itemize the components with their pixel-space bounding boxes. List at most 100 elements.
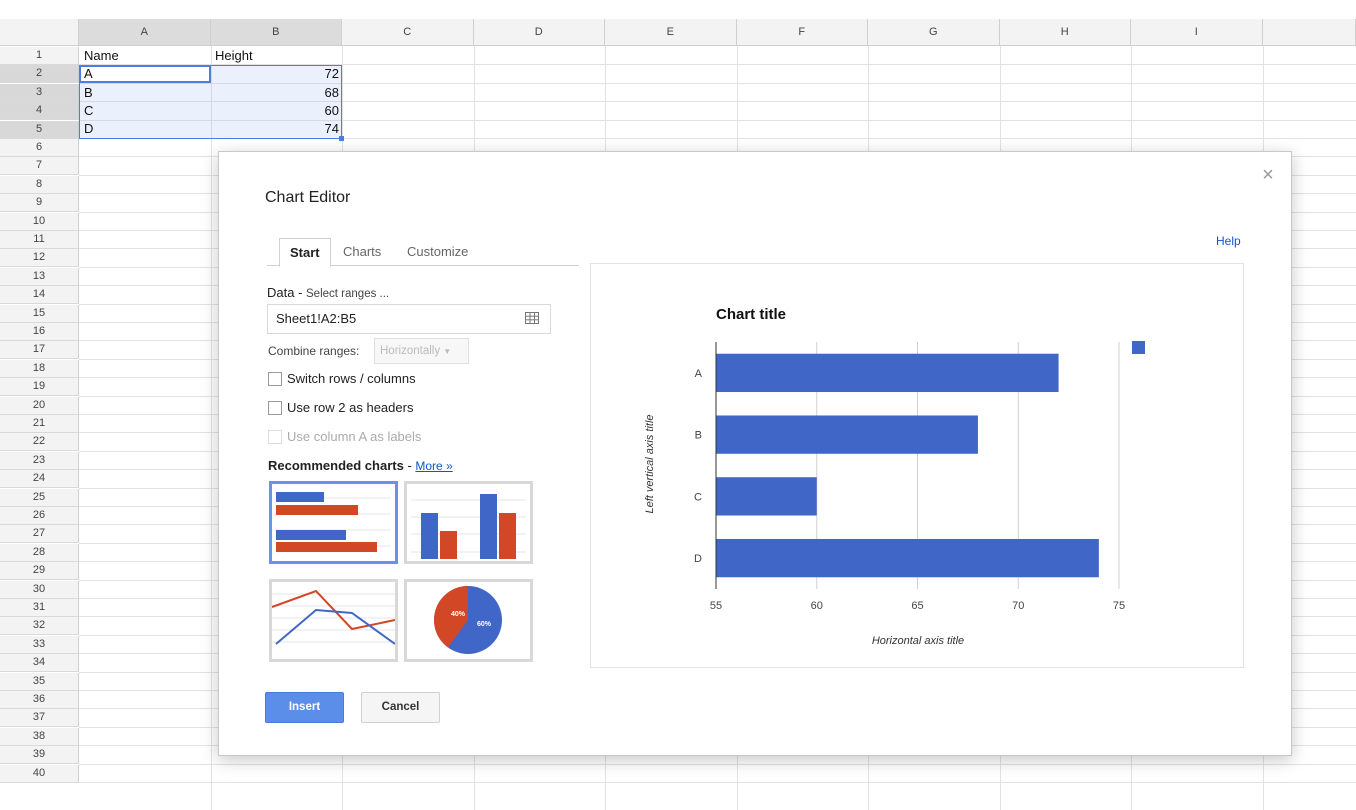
column-header-a[interactable]: A bbox=[79, 19, 211, 46]
use-column-labels-checkbox bbox=[268, 430, 282, 444]
cell-b4[interactable]: 60 bbox=[324, 103, 339, 118]
pie-thumb-label-60: 60% bbox=[477, 621, 492, 628]
cell-a4[interactable]: C bbox=[84, 103, 94, 118]
combine-ranges-label: Combine ranges: bbox=[268, 344, 360, 358]
row-header-32[interactable]: 32 bbox=[0, 617, 79, 636]
row-header-21[interactable]: 21 bbox=[0, 415, 79, 433]
row-header-1[interactable]: 1 bbox=[0, 47, 79, 65]
thumb-column-chart[interactable] bbox=[404, 481, 533, 564]
chart-y-axis-title[interactable]: Left vertical axis title bbox=[644, 414, 656, 513]
recommended-charts-label: Recommended charts bbox=[268, 458, 404, 473]
row-header-33[interactable]: 33 bbox=[0, 635, 79, 654]
combine-ranges-select[interactable]: Horizontally ▼ bbox=[374, 338, 469, 364]
data-range-value: Sheet1!A2:B5 bbox=[276, 311, 357, 326]
row-header-34[interactable]: 34 bbox=[0, 654, 79, 673]
row-header-11[interactable]: 11 bbox=[0, 231, 79, 249]
chart-title[interactable]: Chart title bbox=[716, 306, 786, 323]
row-header-7[interactable]: 7 bbox=[0, 157, 79, 176]
chart-x-axis-title[interactable]: Horizontal axis title bbox=[872, 635, 964, 647]
cell-b5[interactable]: 74 bbox=[324, 121, 339, 136]
row-header-27[interactable]: 27 bbox=[0, 525, 79, 544]
select-all-corner[interactable] bbox=[0, 19, 79, 46]
bar-chart-thumb-icon bbox=[276, 492, 391, 552]
more-charts-link[interactable]: More » bbox=[415, 459, 453, 473]
data-range-input[interactable]: Sheet1!A2:B5 bbox=[267, 304, 551, 334]
row-header-39[interactable]: 39 bbox=[0, 746, 79, 765]
thumb-line-chart[interactable] bbox=[269, 579, 398, 662]
column-header-e[interactable]: E bbox=[605, 19, 737, 46]
row-header-5[interactable]: 5 bbox=[0, 120, 79, 139]
fill-handle[interactable] bbox=[339, 136, 344, 141]
close-icon[interactable]: × bbox=[1262, 164, 1274, 186]
cell-a3[interactable]: B bbox=[84, 85, 93, 100]
row-header-38[interactable]: 38 bbox=[0, 727, 79, 746]
row-header-13[interactable]: 13 bbox=[0, 267, 79, 286]
column-header-b[interactable]: B bbox=[210, 19, 342, 46]
row-header-36[interactable]: 36 bbox=[0, 691, 79, 709]
tab-charts[interactable]: Charts bbox=[343, 244, 382, 259]
column-header-h[interactable]: H bbox=[999, 19, 1131, 46]
row-header-23[interactable]: 23 bbox=[0, 451, 79, 470]
row-header-40[interactable]: 40 bbox=[0, 764, 79, 783]
thumb-bar-chart[interactable] bbox=[269, 481, 398, 564]
chart-bar-c[interactable] bbox=[716, 477, 817, 516]
active-cell[interactable] bbox=[79, 65, 211, 83]
cell-b1[interactable]: Height bbox=[215, 48, 253, 63]
row-header-28[interactable]: 28 bbox=[0, 543, 79, 562]
use-row-headers-checkbox[interactable] bbox=[268, 401, 282, 415]
row-header-3[interactable]: 3 bbox=[0, 83, 79, 102]
row-header-25[interactable]: 25 bbox=[0, 488, 79, 507]
row-header-26[interactable]: 26 bbox=[0, 507, 79, 525]
row-header-18[interactable]: 18 bbox=[0, 359, 79, 378]
chart-bar-b[interactable] bbox=[716, 415, 978, 454]
cell-b2[interactable]: 72 bbox=[324, 66, 339, 81]
chart-bar-d[interactable] bbox=[716, 538, 1099, 578]
insert-button[interactable]: Insert bbox=[265, 692, 344, 723]
chart-category-label: C bbox=[694, 491, 702, 503]
row-header-22[interactable]: 22 bbox=[0, 433, 79, 452]
recommended-charts-heading: Recommended charts - More » bbox=[268, 458, 453, 473]
cell-a5[interactable]: D bbox=[84, 121, 94, 136]
row-header-20[interactable]: 20 bbox=[0, 396, 79, 415]
row-header-37[interactable]: 37 bbox=[0, 709, 79, 728]
row-header-4[interactable]: 4 bbox=[0, 102, 79, 121]
column-header-d[interactable]: D bbox=[473, 19, 605, 46]
chart-category-label: B bbox=[695, 430, 702, 442]
row-header-10[interactable]: 10 bbox=[0, 212, 79, 231]
switch-rows-columns-checkbox[interactable] bbox=[268, 372, 282, 386]
cell-a1[interactable]: Name bbox=[84, 48, 119, 63]
data-label: Data - Select ranges ... bbox=[267, 285, 389, 300]
tab-customize[interactable]: Customize bbox=[407, 244, 469, 259]
row-header-35[interactable]: 35 bbox=[0, 672, 79, 691]
cancel-button[interactable]: Cancel bbox=[361, 692, 440, 723]
row-header-15[interactable]: 15 bbox=[0, 304, 79, 323]
row-header-2[interactable]: 2 bbox=[0, 65, 79, 84]
row-header-17[interactable]: 17 bbox=[0, 341, 79, 360]
row-gridline bbox=[79, 119, 1356, 121]
row-header-19[interactable]: 19 bbox=[0, 378, 79, 397]
chart-bar-a[interactable] bbox=[716, 353, 1059, 393]
column-header-f[interactable]: F bbox=[736, 19, 868, 46]
cell-b3[interactable]: 68 bbox=[324, 85, 339, 100]
row-header-6[interactable]: 6 bbox=[0, 139, 79, 157]
select-range-grid-icon[interactable] bbox=[525, 312, 539, 324]
tab-start[interactable]: Start bbox=[279, 238, 331, 267]
row-header-9[interactable]: 9 bbox=[0, 194, 79, 213]
row-header-8[interactable]: 8 bbox=[0, 175, 79, 194]
row-header-31[interactable]: 31 bbox=[0, 599, 79, 617]
row-header-29[interactable]: 29 bbox=[0, 562, 79, 581]
row-header-16[interactable]: 16 bbox=[0, 323, 79, 341]
row-header-24[interactable]: 24 bbox=[0, 470, 79, 489]
row-header-30[interactable]: 30 bbox=[0, 580, 79, 599]
row-header-12[interactable]: 12 bbox=[0, 249, 79, 268]
row-header-14[interactable]: 14 bbox=[0, 286, 79, 305]
data-hint: Select ranges ... bbox=[306, 288, 390, 300]
column-header-c[interactable]: C bbox=[342, 19, 474, 46]
thumb-pie-chart[interactable]: 40% 60% bbox=[404, 579, 533, 662]
chart-preview: A B C D 55 60 65 70 75 Chart title Horizontal a… bbox=[590, 263, 1244, 668]
help-link[interactable]: Help bbox=[1216, 234, 1241, 248]
editor-tabs: Start Charts Customize bbox=[267, 238, 579, 267]
cell-a2[interactable]: A bbox=[84, 66, 93, 81]
column-header-i[interactable]: I bbox=[1131, 19, 1263, 46]
column-header-g[interactable]: G bbox=[868, 19, 1000, 46]
